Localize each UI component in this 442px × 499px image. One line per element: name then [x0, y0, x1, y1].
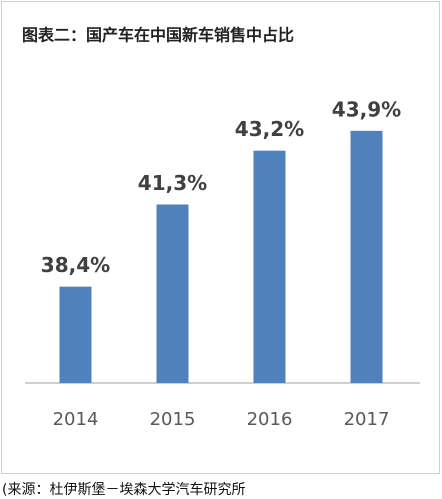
x-tick-label: 2017 — [344, 409, 390, 430]
x-tick-label: 2014 — [53, 409, 99, 430]
bar — [156, 204, 189, 383]
value-label: 38,4% — [41, 253, 110, 277]
value-label: 43,9% — [332, 97, 401, 121]
x-tick-label: 2015 — [150, 409, 196, 430]
value-label: 43,2% — [235, 117, 304, 141]
source-note: (来源：杜伊斯堡－埃森大学汽车研究所 — [2, 481, 245, 498]
x-tick-label: 2016 — [247, 409, 293, 430]
bar — [59, 286, 92, 383]
bar — [350, 130, 383, 383]
chart-title: 图表二：国产车在中国新车销售中占比 — [22, 26, 294, 45]
chart-frame — [1, 1, 440, 474]
value-label: 41,3% — [138, 171, 207, 195]
bar — [253, 150, 286, 383]
